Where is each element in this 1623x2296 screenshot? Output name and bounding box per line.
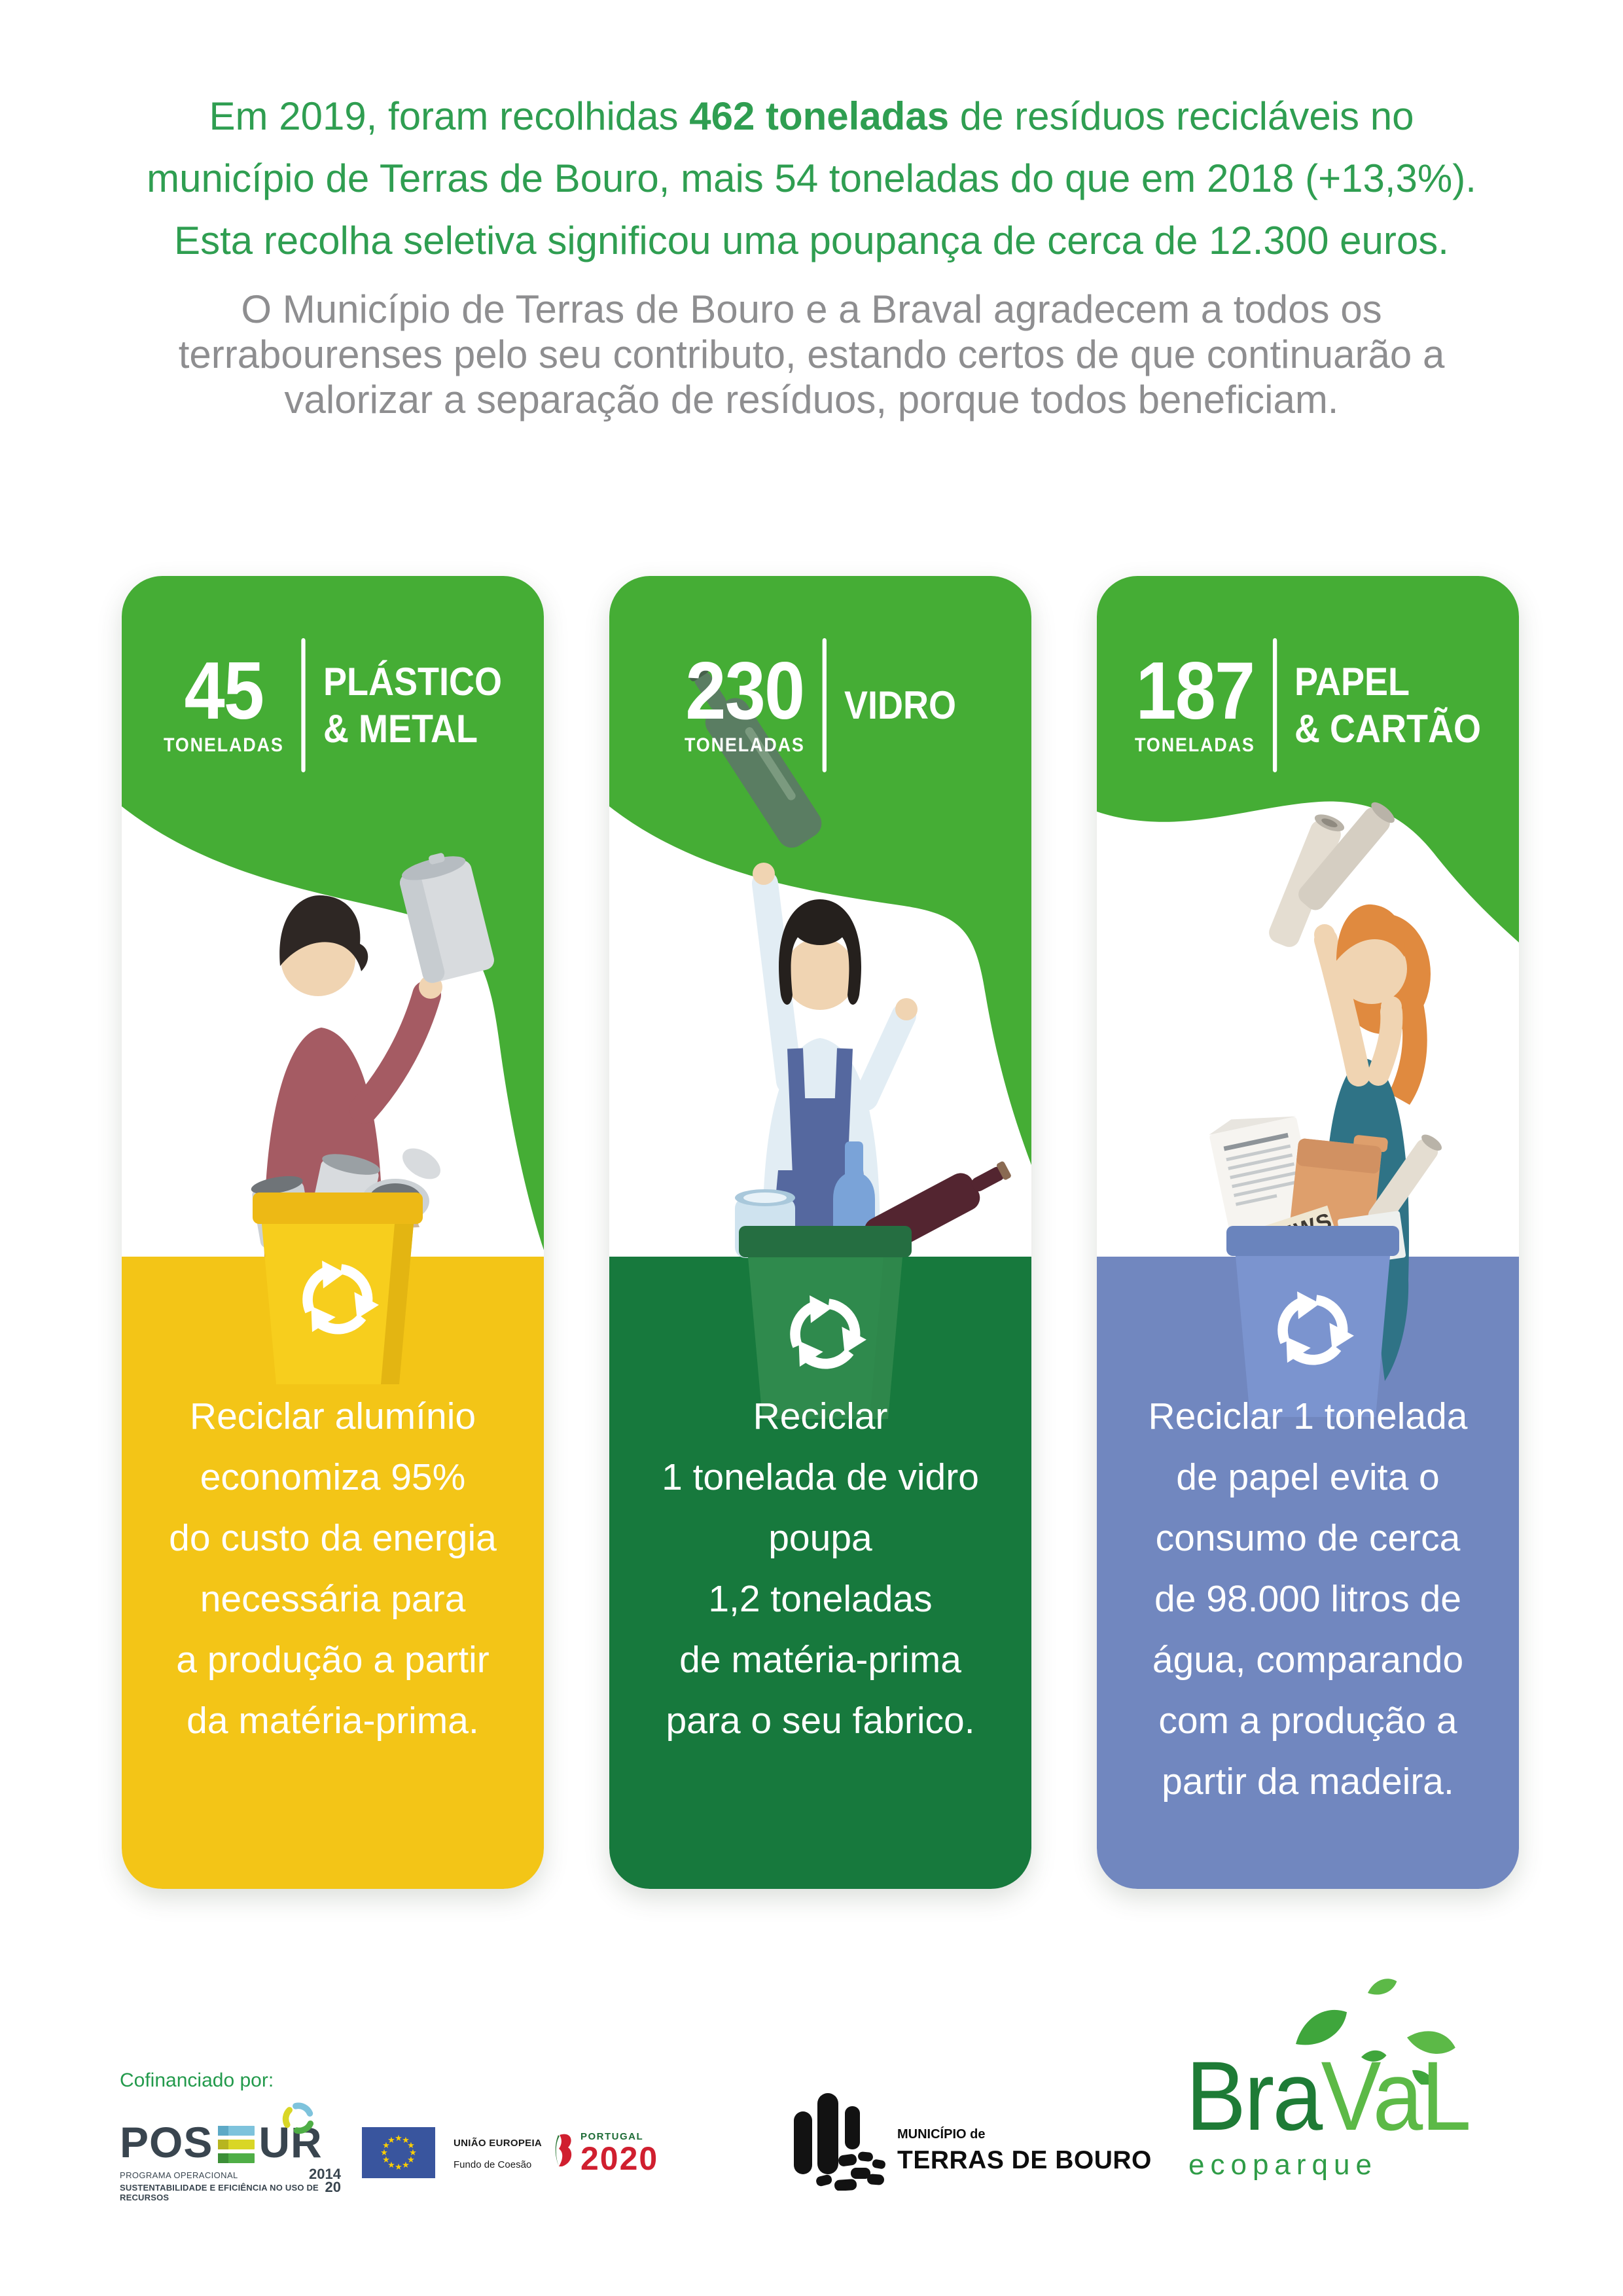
svg-text:★: ★ [387, 2161, 395, 2170]
poseur-years: 2014 20 [309, 2166, 341, 2195]
card-vidro-fact: Reciclar 1 tonelada de vidro poupa 1,2 t… [662, 1395, 979, 1742]
municipio-logo: MUNICÍPIO de TERRAS DE BOURO [789, 2089, 1152, 2191]
svg-text:★: ★ [402, 2136, 410, 2145]
poseur-e-bars-icon [218, 2125, 255, 2163]
svg-text:★: ★ [402, 2161, 410, 2170]
portugal-2020-icon [555, 2134, 572, 2168]
green-recycling-bin [739, 1226, 912, 1419]
svg-text:★: ★ [380, 2148, 388, 2158]
svg-text:★: ★ [387, 2136, 395, 2145]
card-label: PLÁSTICO & METAL [323, 659, 503, 751]
intro-highlight: 462 toneladas [689, 94, 950, 138]
municipio-icon [794, 2093, 885, 2191]
header-divider [822, 638, 827, 772]
card-amount: 187 [1135, 646, 1255, 737]
svg-text:★: ★ [382, 2141, 390, 2151]
eu-flag-icon: ★ ★ ★ ★ ★ ★ ★ ★ ★ ★ ★ ★ [362, 2127, 435, 2178]
card-unit: TONELADAS [684, 734, 805, 756]
braval-wordmark: BraVaL [1186, 2041, 1471, 2151]
yellow-recycling-bin [253, 1193, 423, 1384]
eu-logo: ★ ★ ★ ★ ★ ★ ★ ★ ★ ★ ★ ★ UNIÃO EUROPEIA Fundo de … [362, 2127, 542, 2178]
green-glass-bottle [688, 664, 822, 848]
card-papel-cartao-header: 187 TONELADAS PAPEL & CARTÃO [1118, 638, 1498, 772]
card-papel-cartao: NEWS 187 TONELADAS [1097, 576, 1519, 1889]
svg-text:★: ★ [409, 2148, 417, 2158]
card-unit: TONELADAS [1134, 734, 1255, 756]
intro-line-1: Em 2019, foram recolhidas 462 toneladas … [209, 94, 1414, 138]
cofinanciado-label: Cofinanciado por: [120, 2070, 274, 2091]
svg-text:★: ★ [407, 2141, 415, 2151]
paper-rolls [1269, 802, 1395, 947]
card-plastico-metal-header: 45 TONELADAS PLÁSTICO & METAL [143, 638, 523, 772]
braval-subtitle: ecoparque [1188, 2149, 1378, 2181]
eu-line2: Fundo de Coesão [454, 2159, 532, 2170]
aluminium-can [400, 853, 494, 983]
poseur-subtitle-1: PROGRAMA OPERACIONAL [120, 2170, 238, 2180]
card-vidro-header: 230 TONELADAS VIDRO [630, 638, 1010, 772]
portugal-2020-logo: PORTUGAL 2020 [552, 2131, 658, 2175]
svg-text:★: ★ [395, 2162, 402, 2172]
poseur-name-left: POS [120, 2118, 213, 2166]
intro-paragraph: Em 2019, foram recolhidas 462 toneladas … [0, 85, 1623, 272]
card-label: PAPEL & CARTÃO [1294, 659, 1481, 751]
card-vidro-illustration [609, 576, 1031, 1889]
svg-text:★: ★ [407, 2155, 415, 2165]
municipio-line2: TERRAS DE BOURO [897, 2146, 1152, 2174]
poseur-logo: POS UR PROGRAMA OPERACIONAL SUSTENTABILI… [120, 2102, 341, 2202]
thanks-paragraph: O Município de Terras de Bouro e a Brava… [178, 287, 1445, 422]
card-papel-cartao-illustration: NEWS [1097, 576, 1519, 1889]
card-label: VIDRO [844, 683, 957, 727]
svg-text:★: ★ [395, 2134, 402, 2144]
card-plastico-metal: 45 TONELADAS PLÁSTICO & METAL Reciclar a… [122, 576, 544, 1889]
card-amount: 45 [184, 646, 264, 737]
card-vidro: 230 TONELADAS VIDRO Reciclar 1 tonelada … [609, 576, 1031, 1889]
intro-line-3: Esta recolha seletiva significou uma pou… [174, 219, 1449, 262]
poseur-subtitle-2: SUSTENTABILIDADE E EFICIÊNCIA NO USO DE … [120, 2183, 319, 2202]
card-plastico-metal-fact: Reciclar alumínio economiza 95% do custo… [169, 1395, 497, 1742]
municipio-line1: MUNICÍPIO de [897, 2127, 986, 2142]
portugal-2020-number: 2020 [580, 2140, 659, 2177]
blue-recycling-bin [1226, 1226, 1399, 1417]
portugal-2020-top: PORTUGAL [580, 2131, 644, 2142]
svg-text:★: ★ [382, 2155, 390, 2165]
card-plastico-metal-illustration [122, 576, 544, 1889]
eu-line1: UNIÃO EUROPEIA [454, 2138, 543, 2149]
intro-line-2: município de Terras de Bouro, mais 54 to… [147, 156, 1476, 200]
header-divider [301, 638, 306, 772]
card-amount: 230 [685, 646, 805, 737]
card-unit: TONELADAS [163, 734, 284, 756]
header-divider [1272, 638, 1277, 772]
poseur-icon [282, 2102, 314, 2134]
card-papel-cartao-fact: Reciclar 1 tonelada de papel evita o con… [1148, 1395, 1468, 1803]
